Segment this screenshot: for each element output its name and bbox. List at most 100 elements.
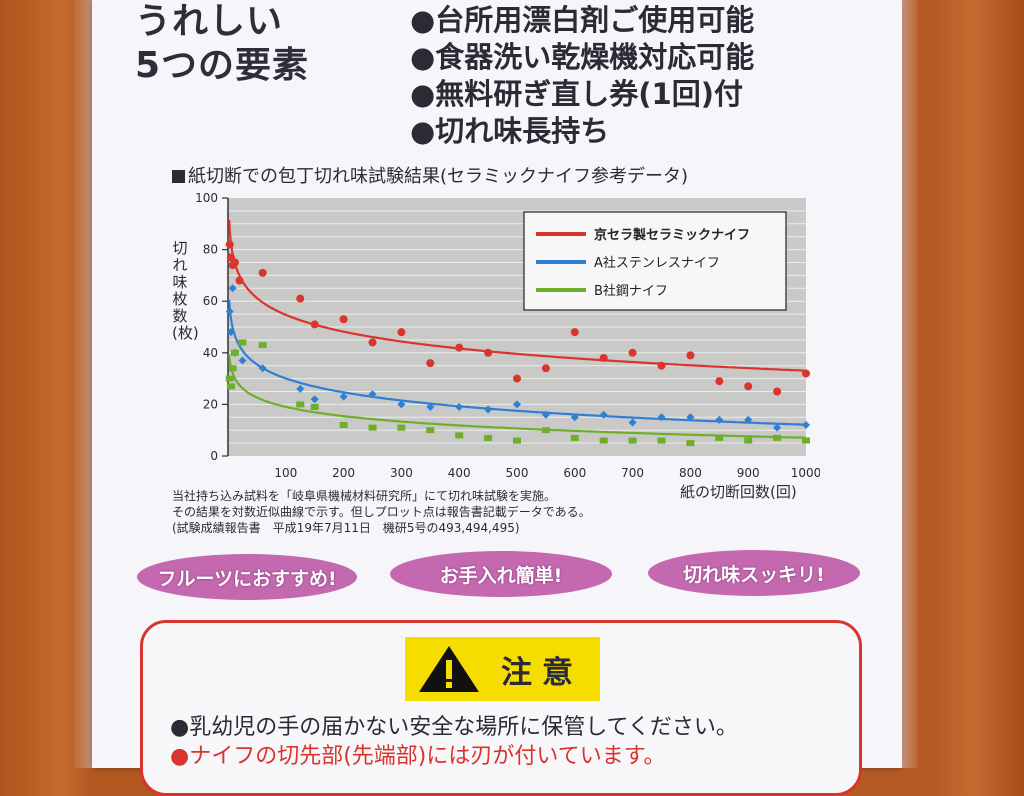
footnote-line: (試験成績報告書 平成19年7月11日 機研5号の493,494,495) xyxy=(172,521,520,535)
headline-line-1: うれしい xyxy=(135,1,284,42)
legend-label: 京セラ製セラミックナイフ xyxy=(594,227,750,243)
data-point xyxy=(339,315,348,324)
data-point xyxy=(513,437,521,444)
y-tick-label: 0 xyxy=(210,449,218,463)
chart-heading-text: 紙切断での包丁切れ味試験結果(セラミックナイフ参考データ) xyxy=(188,166,689,187)
caution-item: ●乳幼児の手の届かない安全な場所に保管してください。 xyxy=(170,709,738,741)
square-bullet-icon xyxy=(172,170,185,183)
data-point xyxy=(657,361,666,370)
data-point xyxy=(686,440,695,447)
data-point xyxy=(599,437,608,444)
chart-heading: 紙切断での包丁切れ味試験結果(セラミックナイフ参考データ) xyxy=(172,162,688,188)
x-tick-label: 700 xyxy=(621,466,644,480)
data-point xyxy=(426,402,435,411)
data-point xyxy=(541,364,550,373)
trend-line xyxy=(228,354,806,439)
warning-triangle-icon xyxy=(419,646,479,692)
data-point xyxy=(226,383,235,390)
caution-text-1: 乳幼児の手の届かない安全な場所に保管してください。 xyxy=(189,715,738,740)
data-point xyxy=(228,284,237,293)
data-point xyxy=(484,434,493,441)
data-point xyxy=(715,377,724,386)
data-point xyxy=(258,342,267,349)
data-point xyxy=(628,437,637,444)
data-point xyxy=(258,364,267,373)
feature-item: ●食器洗い乾燥機対応可能 xyxy=(410,40,755,74)
x-tick-label: 800 xyxy=(679,466,702,480)
data-point xyxy=(228,365,237,372)
sleeve-edge-left xyxy=(74,0,92,768)
data-point xyxy=(225,240,234,249)
caution-panel xyxy=(140,620,862,796)
data-point xyxy=(296,294,305,303)
feature-item: ●切れ味長持ち xyxy=(410,114,610,148)
headline: うれしい 5つの要素 xyxy=(135,0,309,88)
pill-badge-care: お手入れ簡単! xyxy=(390,551,612,597)
x-tick-label: 100 xyxy=(274,466,297,480)
data-point xyxy=(686,413,695,422)
bullet-icon: ● xyxy=(170,715,190,740)
headline-line-2: 5つの要素 xyxy=(135,45,310,86)
data-point xyxy=(296,384,305,393)
data-point xyxy=(541,410,550,419)
data-point xyxy=(657,437,666,444)
data-point xyxy=(397,400,406,409)
legend-label: A社ステンレスナイフ xyxy=(594,255,720,271)
data-point xyxy=(225,375,234,382)
legend-label: B社鋼ナイフ xyxy=(594,283,668,299)
data-point xyxy=(484,348,493,357)
data-point xyxy=(339,422,348,429)
caution-badge: 注意 xyxy=(405,637,600,701)
data-point xyxy=(599,353,608,362)
trend-line xyxy=(228,299,807,426)
feature-item: ●無料研ぎ直し券(1回)付 xyxy=(410,77,743,111)
data-point xyxy=(484,405,493,414)
footnote-line: その結果を対数近似曲線で示す。但しプロット点は報告書記載データである。 xyxy=(172,505,591,519)
data-point xyxy=(570,413,579,422)
data-point xyxy=(225,307,234,316)
feature-item: ●台所用漂白剤ご使用可能 xyxy=(410,3,755,37)
pill-badge-sharp: 切れ味スッキリ! xyxy=(648,550,860,596)
data-point xyxy=(541,427,550,434)
data-point xyxy=(686,351,695,360)
data-point xyxy=(773,434,782,441)
data-point xyxy=(296,401,305,408)
data-point xyxy=(397,424,406,431)
x-tick-label: 900 xyxy=(737,466,760,480)
knife-sharpness-chart: 0 20 40 60 80 100 100 200 300 400 500 600 700 800 900 1… xyxy=(195,191,820,480)
data-point xyxy=(802,421,810,430)
x-tick-label: 300 xyxy=(390,466,413,480)
data-point xyxy=(628,418,637,427)
bullet-icon: ● xyxy=(170,744,190,769)
data-point xyxy=(368,424,377,431)
x-tick-label: 500 xyxy=(506,466,529,480)
data-point xyxy=(397,328,406,337)
data-point xyxy=(513,400,521,409)
y-tick-label: 100 xyxy=(195,191,218,205)
data-point xyxy=(570,434,579,441)
caution-title: 注意 xyxy=(501,654,583,691)
feature-list: ●台所用漂白剤ご使用可能 ●食器洗い乾燥機対応可能 ●無料研ぎ直し券(1回)付 … xyxy=(410,2,754,150)
data-point xyxy=(455,432,464,439)
data-point xyxy=(455,402,464,411)
data-point xyxy=(426,359,435,368)
pill-badge-fruit: フルーツにおすすめ! xyxy=(137,554,357,600)
data-point xyxy=(238,356,247,365)
data-point xyxy=(339,392,348,401)
y-tick-label: 80 xyxy=(203,243,218,257)
footnote-line: 当社持ち込み試料を「岐阜県機械材料研究所」にて切れ味試験を実施。 xyxy=(172,489,557,503)
data-point xyxy=(310,403,319,410)
data-point xyxy=(715,434,724,441)
data-point xyxy=(773,423,782,432)
data-point xyxy=(715,415,724,424)
y-tick-label: 20 xyxy=(203,397,218,411)
x-axis-label: 紙の切断回数(回) xyxy=(680,483,797,501)
data-point xyxy=(657,413,666,422)
data-point xyxy=(426,427,435,434)
data-point xyxy=(368,390,377,399)
data-point xyxy=(235,276,244,285)
x-tick-label: 600 xyxy=(563,466,586,480)
y-tick-label: 40 xyxy=(203,346,218,360)
footnotes: 当社持ち込み試料を「岐阜県機械材料研究所」にて切れ味試験を実施。 その結果を対数… xyxy=(172,488,591,536)
data-point xyxy=(230,258,239,267)
